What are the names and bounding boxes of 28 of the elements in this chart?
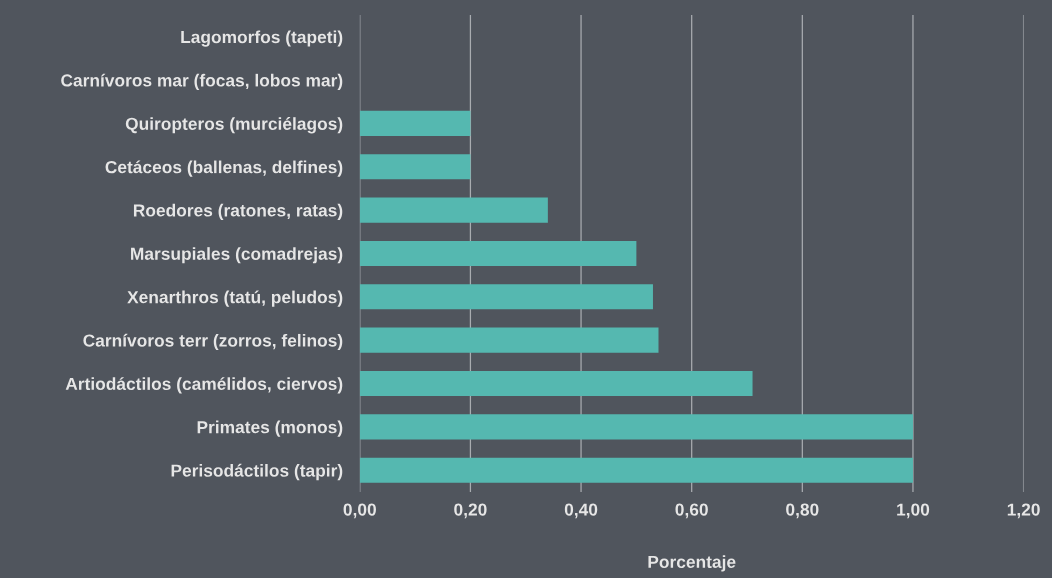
x-tick-label: 0,80 <box>786 503 819 519</box>
bar <box>359 240 637 267</box>
y-tick-label: Artiodáctilos (camélidos, ciervos) <box>65 377 343 394</box>
x-tick-label: 0,00 <box>343 503 376 519</box>
bar <box>359 110 471 136</box>
x-axis-title: Porcentaje <box>648 555 736 572</box>
x-tick-label: 1,00 <box>897 503 930 519</box>
y-tick-label: Perisodáctilos (tapir) <box>171 463 343 481</box>
x-tick-label: 0,60 <box>675 503 708 519</box>
x-tick-label: 0,20 <box>454 503 487 519</box>
bar <box>359 370 753 397</box>
bar <box>359 414 913 440</box>
y-tick-label: Cetáceos (ballenas, delfines) <box>105 160 343 177</box>
y-tick-label: Carnívoros terr (zorros, felinos) <box>83 333 343 351</box>
y-tick-label: Xenarthros (tatú, peludos) <box>127 290 343 307</box>
y-tick-label: Carnívoros mar (focas, lobos mar) <box>61 73 343 91</box>
bar <box>359 457 913 483</box>
x-tick-label: 0,40 <box>564 503 598 519</box>
y-tick-label: Quiropteros (murciélagos) <box>125 117 343 134</box>
bar <box>359 327 659 353</box>
bar <box>359 197 548 223</box>
bar <box>359 154 471 180</box>
y-tick-label: Marsupiales (comadrejas) <box>131 247 343 264</box>
y-tick-label: Primates (monos) <box>197 420 343 437</box>
y-tick-label: Roedores (ratones, ratas) <box>133 203 343 220</box>
bar <box>359 284 653 310</box>
x-tick-label: 1,20 <box>1007 503 1040 519</box>
y-tick-label: Lagomorfos (tapeti) <box>181 30 343 47</box>
